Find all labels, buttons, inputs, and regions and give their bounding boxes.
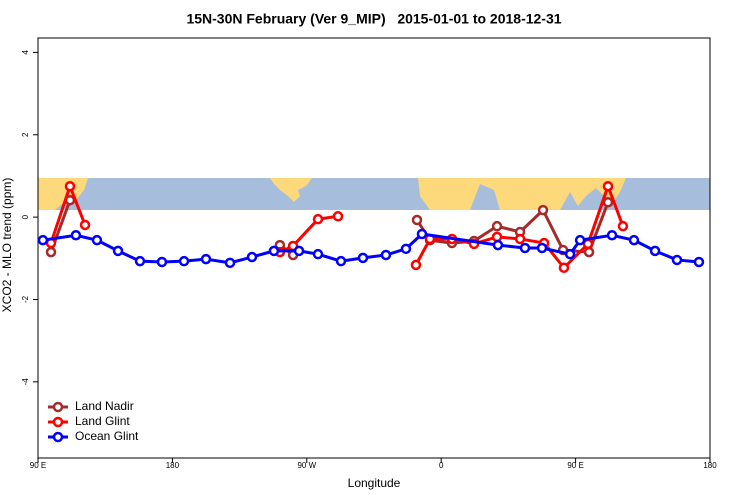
data-point — [312, 248, 324, 260]
legend-marker — [52, 416, 64, 428]
data-point — [671, 254, 683, 266]
data-point — [491, 231, 503, 243]
data-point — [558, 262, 570, 274]
data-point — [91, 234, 103, 246]
data-point — [224, 257, 236, 269]
data-point — [400, 243, 412, 255]
x-axis-label: Longitude — [348, 476, 401, 490]
data-point — [564, 248, 576, 260]
data-point — [514, 233, 526, 245]
x-tick-label: 180 — [166, 461, 180, 470]
data-point — [606, 229, 618, 241]
data-point — [156, 256, 168, 268]
data-point — [583, 246, 595, 258]
data-point — [491, 220, 503, 232]
data-point — [649, 245, 661, 257]
data-point — [335, 255, 347, 267]
data-point — [312, 213, 324, 225]
data-point — [45, 246, 57, 258]
data-point — [537, 204, 549, 216]
legend-marker — [52, 401, 64, 413]
series-line — [42, 232, 700, 265]
data-point — [411, 214, 423, 226]
map-background — [38, 178, 710, 210]
plot-frame — [37, 37, 711, 459]
x-tick-label: 0 — [439, 461, 444, 470]
data-point — [246, 251, 258, 263]
y-axis-label: XCO2 - MLO trend (ppm) — [0, 178, 14, 313]
y-tick-label: 0 — [21, 214, 30, 219]
data-point — [79, 219, 91, 231]
data-point — [293, 245, 305, 257]
data-point — [602, 180, 614, 192]
x-tick-label: 90 W — [297, 461, 316, 470]
data-point — [112, 245, 124, 257]
data-point — [410, 259, 422, 271]
data-point — [416, 228, 428, 240]
data-point — [617, 220, 629, 232]
data-point — [37, 234, 49, 246]
data-point — [492, 239, 504, 251]
y-tick-label: -4 — [21, 378, 30, 386]
data-point — [134, 255, 146, 267]
data-point — [536, 242, 548, 254]
y-tick-label: -2 — [21, 295, 30, 303]
data-point — [64, 180, 76, 192]
legend-label: Land Nadir — [75, 399, 134, 413]
data-point — [602, 197, 614, 208]
data-point — [574, 234, 586, 246]
data-point — [268, 245, 280, 257]
chart-title: 15N-30N February (Ver 9_MIP) 2015-01-01 … — [186, 11, 561, 27]
data-point — [70, 229, 82, 241]
data-point — [178, 255, 190, 267]
legend-label: Ocean Glint — [75, 429, 139, 443]
data-point — [380, 249, 392, 261]
data-point — [357, 252, 369, 264]
y-tick-label: 2 — [21, 132, 30, 137]
x-tick-label: 180 — [703, 461, 717, 470]
data-point — [693, 256, 705, 268]
legend-label: Land Glint — [75, 414, 130, 428]
data-point — [200, 253, 212, 265]
legend-marker — [52, 431, 64, 443]
x-tick-label: 90 E — [567, 461, 583, 470]
data-point — [519, 242, 531, 254]
data-point — [628, 234, 640, 246]
y-tick-label: 4 — [21, 50, 30, 55]
x-tick-label: 90 E — [30, 461, 46, 470]
data-point — [332, 211, 344, 222]
